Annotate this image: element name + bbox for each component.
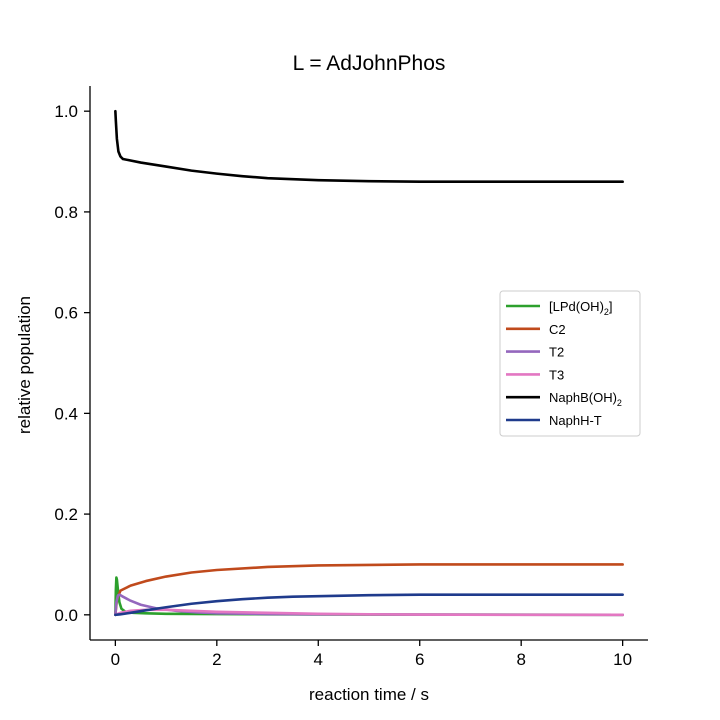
legend-label-0: [LPd(OH)2] [549, 299, 613, 317]
legend-label-main: NaphB(OH) [549, 390, 617, 405]
series-line-1 [114, 563, 624, 617]
legend-label-subscript: 2 [617, 398, 622, 408]
series-lines [114, 109, 624, 617]
legend-label-main: T3 [549, 367, 564, 382]
y-tick-label: 0.4 [54, 404, 78, 423]
series-line-4 [114, 109, 624, 183]
series-line-3 [114, 608, 624, 617]
x-tick-label: 2 [212, 650, 221, 669]
legend-label-subscript: 2 [604, 307, 609, 317]
y-tick-label: 0.6 [54, 304, 78, 323]
legend-label-main: T2 [549, 345, 564, 360]
x-tick-label: 8 [516, 650, 525, 669]
y-axis-ticks: 0.0 0.2 0.4 0.6 0.8 1.0 [54, 102, 90, 625]
y-tick-label: 0.0 [54, 606, 78, 625]
legend-box [499, 290, 641, 437]
y-tick-label: 0.8 [54, 203, 78, 222]
legend-label-main: C2 [549, 322, 566, 337]
y-tick-label: 0.2 [54, 505, 78, 524]
legend-label-3: T3 [549, 367, 564, 382]
series-line-5 [114, 593, 624, 617]
x-tick-label: 0 [111, 650, 120, 669]
x-tick-label: 4 [314, 650, 323, 669]
legend-label-2: T2 [549, 345, 564, 360]
x-tick-label: 6 [415, 650, 424, 669]
legend-label-1: C2 [549, 322, 566, 337]
legend-label-tail: ] [609, 299, 613, 314]
y-axis-title: relative population [15, 296, 34, 434]
chart-title: L = AdJohnPhos [293, 52, 446, 75]
legend-label-main: [LPd(OH) [549, 299, 604, 314]
x-tick-label: 10 [613, 650, 632, 669]
y-tick-label: 1.0 [54, 102, 78, 121]
legend-label-5: NaphH-T [549, 413, 602, 428]
x-axis-ticks: 0 2 4 6 8 10 [111, 640, 632, 669]
legend-label-4: NaphB(OH)2 [549, 390, 622, 408]
x-axis-title: reaction time / s [309, 685, 429, 704]
legend-label-main: NaphH-T [549, 413, 602, 428]
